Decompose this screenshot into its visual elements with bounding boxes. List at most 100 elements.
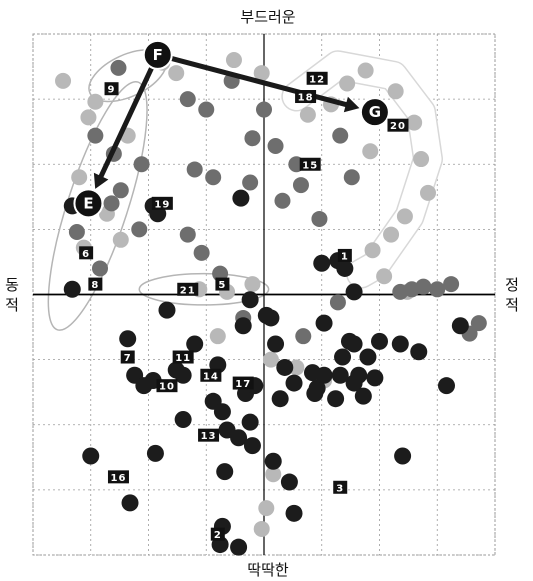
svg-text:동: 동 — [5, 276, 19, 294]
data-point-light — [258, 500, 275, 517]
data-point-mid — [292, 177, 309, 194]
data-point-mid — [242, 174, 259, 191]
point-badge-text: 20 — [390, 121, 406, 132]
data-point-mid — [103, 195, 120, 212]
data-point-dark — [315, 366, 333, 384]
data-point-mid — [133, 156, 150, 173]
point-badge-text: 5 — [218, 280, 226, 291]
data-point-dark — [437, 377, 455, 395]
point-badge — [198, 428, 220, 442]
data-point-mid — [274, 192, 291, 209]
point-badge — [200, 368, 222, 382]
label-layer: 12 18 20 15 19 6 8 1 21 5 7 11 10 14 17 13 16 3 2 9 — [79, 71, 409, 541]
data-point-mid — [112, 182, 129, 199]
point-badge-text: 6 — [82, 249, 90, 260]
data-point-dark — [391, 335, 409, 353]
data-point-light — [209, 328, 226, 345]
point-badge-text: 14 — [203, 371, 219, 382]
cluster-node-label-G: G — [369, 103, 381, 121]
data-point-mid — [429, 281, 446, 298]
point-badge — [299, 157, 321, 171]
arrow-F-to-G — [157, 52, 353, 109]
data-point-mid — [244, 130, 261, 147]
data-point-dark — [410, 343, 428, 361]
axis-label-right: 정 적 — [505, 276, 519, 314]
data-point-dark — [213, 403, 231, 421]
data-point-light — [112, 231, 129, 248]
data-point-mid — [295, 328, 312, 345]
data-point-light — [262, 351, 279, 368]
point-badge — [232, 376, 254, 390]
point-badge-text: 8 — [91, 280, 99, 291]
data-point-light — [87, 93, 104, 110]
point-badge-text: 15 — [302, 160, 318, 171]
point-badge-text: 10 — [159, 382, 175, 393]
data-point-mid — [470, 315, 487, 332]
data-point-mid — [186, 161, 203, 178]
point-badge-text: 13 — [201, 431, 217, 442]
point-badge-text: 11 — [175, 353, 191, 364]
point-badge — [387, 118, 409, 132]
data-point-mid — [443, 276, 460, 293]
cluster-node-layer: F E G — [73, 39, 390, 219]
data-point-dark — [285, 504, 303, 522]
cluster-outline-E-cluster — [47, 80, 148, 331]
data-point-dark — [371, 332, 388, 350]
point-badge — [156, 379, 178, 393]
point-badge — [172, 350, 194, 364]
arrowhead-F-to-E — [93, 172, 109, 189]
data-point-mid — [311, 210, 328, 227]
data-point-dark — [306, 384, 324, 402]
data-point-dark — [359, 348, 377, 366]
data-point-light — [420, 184, 437, 201]
point-badge — [215, 277, 230, 291]
data-point-dark — [280, 473, 298, 491]
data-point-dark — [350, 366, 368, 384]
data-point-dark — [234, 317, 252, 335]
data-point-light — [168, 65, 185, 82]
data-point-mid — [131, 221, 148, 238]
data-point-dark — [334, 348, 352, 366]
point-badge — [337, 248, 352, 262]
data-point-light — [362, 143, 379, 160]
point-badge-text: 18 — [298, 93, 314, 104]
point-badge — [107, 470, 129, 484]
data-point-light — [288, 359, 305, 376]
data-point-light — [55, 72, 72, 89]
point-badge-text: 7 — [124, 353, 132, 364]
data-point-light — [339, 75, 356, 92]
data-point-dark — [119, 330, 137, 348]
data-point-light — [80, 109, 97, 126]
data-point-light — [225, 52, 242, 69]
data-point-mid — [193, 244, 210, 261]
point-badge — [88, 277, 103, 291]
data-point-dark — [394, 447, 412, 465]
data-point-mid — [205, 169, 222, 186]
data-point-mid — [332, 127, 349, 144]
data-point-light — [387, 83, 404, 100]
data-point-dark — [336, 259, 354, 277]
data-point-mid — [256, 101, 272, 118]
point-badge — [295, 90, 317, 104]
data-point-light — [396, 208, 413, 225]
data-point-dark — [267, 335, 285, 353]
data-point-dark — [313, 254, 331, 272]
point-badge — [79, 246, 94, 260]
data-point-mid — [329, 294, 346, 311]
point-badge-text: 12 — [309, 74, 325, 85]
cluster-node-G — [359, 97, 390, 128]
data-point-dark — [331, 366, 349, 384]
data-point-light — [299, 106, 316, 123]
data-point-light — [364, 242, 381, 259]
data-point-dark — [121, 494, 139, 512]
data-point-mid — [110, 59, 127, 76]
axis-label-left: 동 적 — [5, 276, 19, 314]
data-point-mid — [179, 91, 196, 108]
data-point-dark — [230, 538, 248, 556]
axis-label-bottom: 딱딱한 — [247, 561, 289, 579]
point-badge-text: 16 — [111, 473, 127, 484]
data-point-dark — [257, 306, 275, 324]
data-point-dark — [264, 452, 282, 470]
data-point-dark — [345, 335, 363, 353]
